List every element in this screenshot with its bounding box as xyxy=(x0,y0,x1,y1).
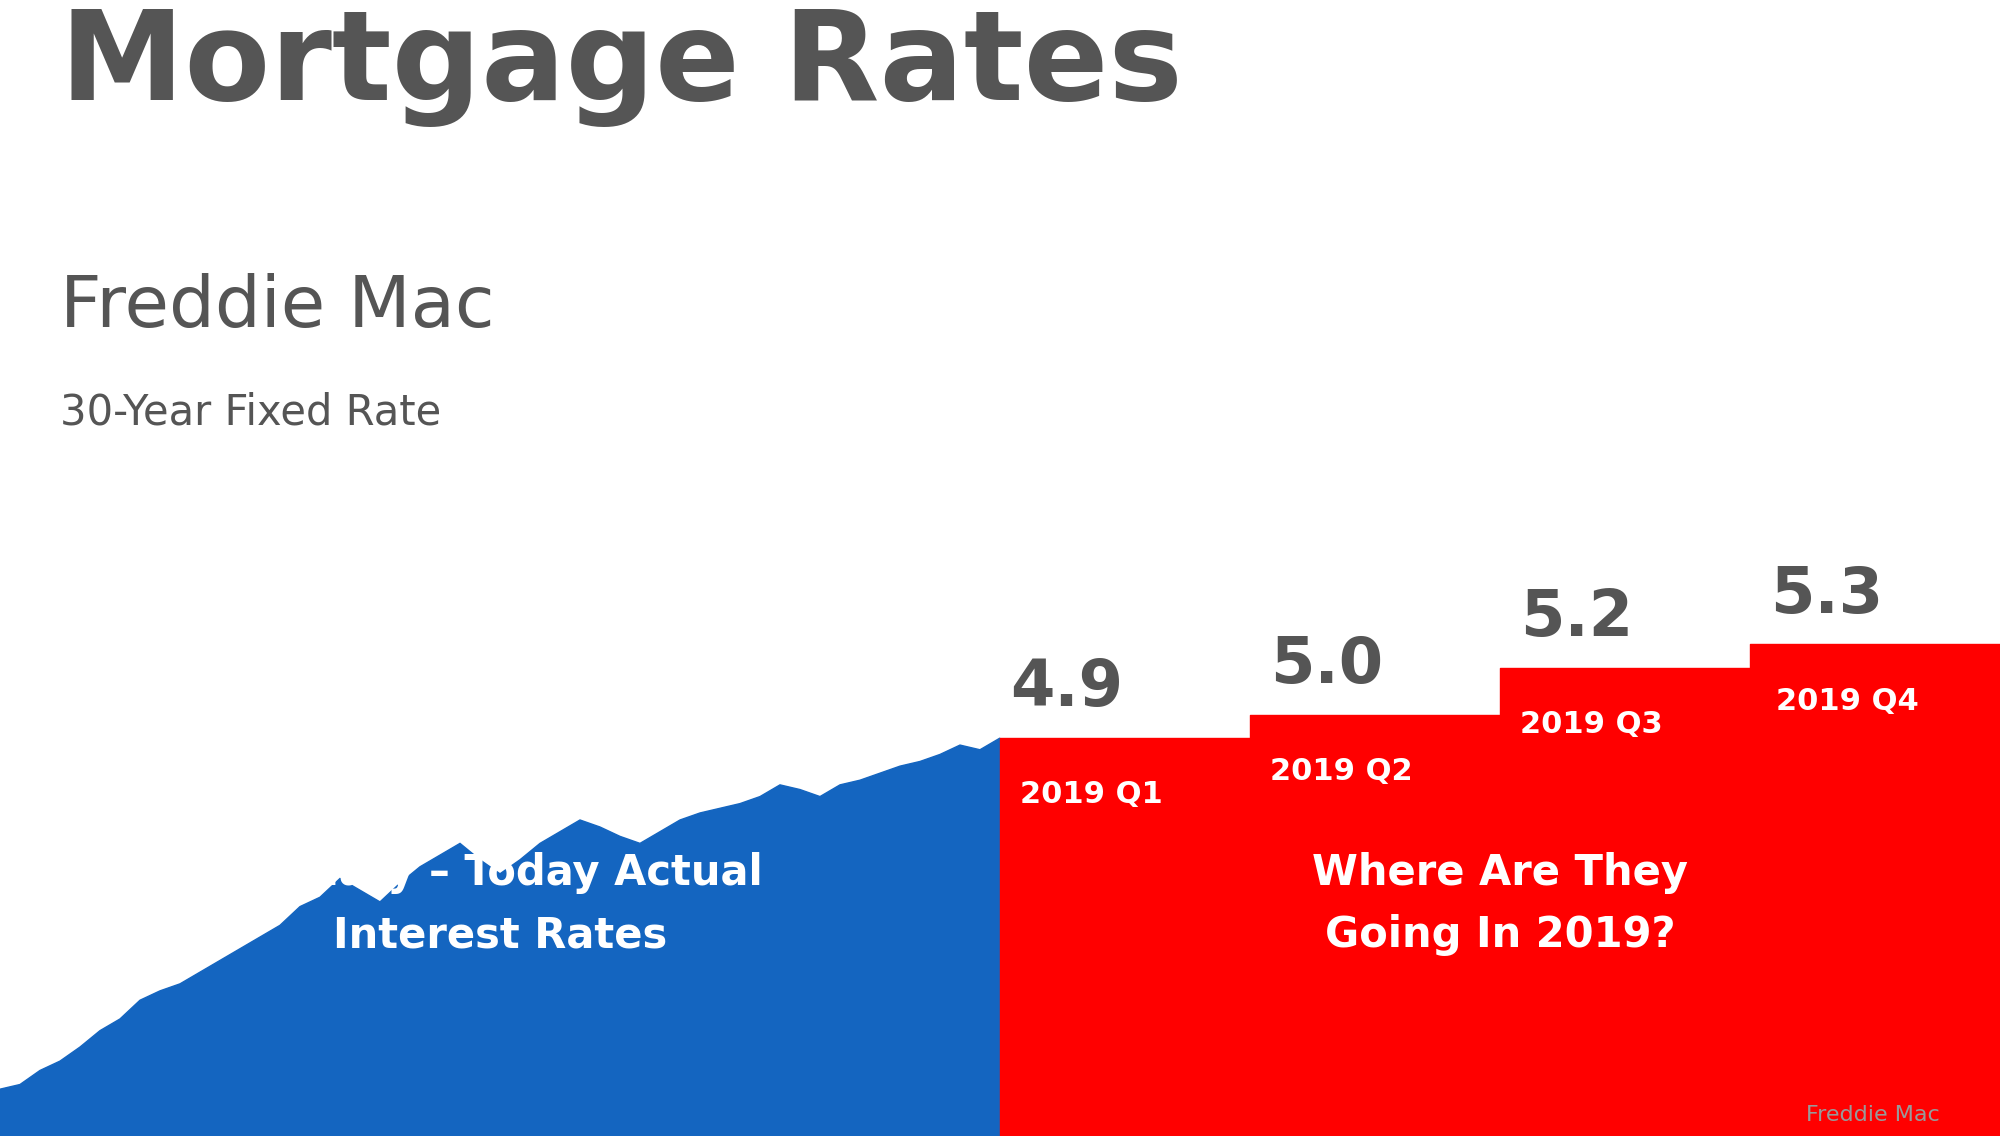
Text: 4.9: 4.9 xyxy=(1010,658,1124,719)
Text: 5.0: 5.0 xyxy=(1270,634,1384,696)
Text: 5.2: 5.2 xyxy=(1520,587,1634,649)
Text: 2019 Q2: 2019 Q2 xyxy=(1270,757,1412,786)
Text: 30-Year Fixed Rate: 30-Year Fixed Rate xyxy=(60,392,442,434)
Text: 2019 Q3: 2019 Q3 xyxy=(1520,710,1662,738)
Text: 2019 Q1: 2019 Q1 xyxy=(1020,780,1162,809)
Text: Freddie Mac: Freddie Mac xyxy=(1806,1104,1940,1125)
Polygon shape xyxy=(0,738,1000,1136)
Text: January – Today Actual
Interest Rates: January – Today Actual Interest Rates xyxy=(236,852,764,957)
Text: 2019 Q4: 2019 Q4 xyxy=(1776,686,1918,716)
Text: 5.3: 5.3 xyxy=(1770,563,1884,626)
Text: Mortgage Rates: Mortgage Rates xyxy=(60,6,1182,127)
Text: Where Are They
Going In 2019?: Where Are They Going In 2019? xyxy=(1312,852,1688,957)
Text: Freddie Mac: Freddie Mac xyxy=(60,273,494,342)
